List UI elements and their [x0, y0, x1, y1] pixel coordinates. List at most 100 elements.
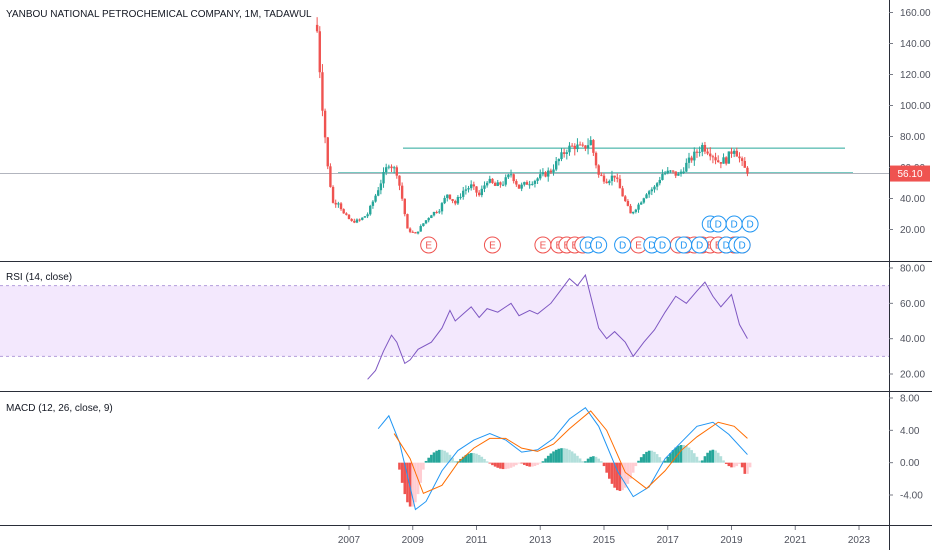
candle-body [568, 145, 571, 153]
candle-body [738, 156, 741, 159]
x-tick-label: 2013 [529, 535, 552, 546]
candle-body [578, 144, 582, 146]
price-y-tick-label: 80.00 [900, 132, 925, 143]
price-badge [890, 165, 930, 182]
candle-body [440, 203, 444, 212]
candle-body [491, 178, 494, 183]
macd-histogram-bar [568, 449, 571, 463]
macd-histogram-bar [698, 460, 701, 463]
candle-body [382, 172, 385, 184]
candle-body [361, 217, 364, 220]
macd-histogram-bar [440, 449, 444, 463]
dividend-marker-label: D [680, 241, 687, 252]
macd-histogram-bar [549, 453, 553, 463]
candle-body [698, 151, 701, 153]
macd-histogram-bar [746, 462, 749, 474]
candle-body [459, 196, 462, 198]
earnings-marker [483, 236, 501, 254]
macd-histogram-bar [613, 462, 616, 488]
candle-body [318, 31, 321, 73]
macd-histogram-bar [714, 450, 717, 463]
macd-histogram-bar [642, 454, 646, 463]
candle-body [499, 182, 502, 185]
candle-body [477, 192, 481, 196]
candle-body [592, 140, 595, 153]
macd-histogram-bar [732, 462, 736, 468]
macd-histogram-bar [467, 453, 470, 463]
candle-body [496, 182, 499, 186]
candle-body [422, 223, 425, 227]
candle-body [392, 167, 396, 169]
candle-body [384, 167, 388, 173]
macd-histogram-bar [663, 460, 667, 463]
dividend-marker-label: D [659, 241, 666, 252]
candle-body [560, 152, 563, 160]
dividend-marker [590, 236, 608, 254]
macd-histogram-bar [538, 462, 542, 464]
macd-histogram-bar [639, 457, 643, 463]
macd-y-tick-label: 4.00 [900, 426, 920, 437]
macd-histogram-bar [491, 462, 494, 466]
macd-histogram-bar [411, 462, 415, 507]
candle-body [419, 226, 422, 232]
candle-body [533, 180, 537, 184]
candle-body [743, 160, 746, 168]
macd-histogram-bar [515, 462, 518, 466]
macd-histogram-bar [432, 452, 436, 463]
macd-y-tick-label: -4.00 [900, 491, 923, 502]
candle-body [549, 170, 553, 173]
candle-body [621, 188, 624, 197]
candle-body [427, 218, 430, 221]
macd-histogram-bar [438, 449, 441, 463]
macd-histogram-bar [541, 461, 545, 463]
candle-body [703, 144, 707, 152]
macd-histogram-bar [578, 458, 582, 463]
macd-histogram-bar [565, 448, 569, 463]
candle-body [353, 220, 356, 223]
candle-body [634, 209, 638, 212]
candle-body [342, 209, 345, 214]
candle-body [727, 151, 731, 164]
candle-body [624, 196, 627, 201]
macd-histogram-bar [653, 451, 656, 463]
macd-histogram-bar [724, 462, 728, 464]
candle-body [570, 145, 574, 147]
candle-body [597, 165, 600, 175]
earnings-marker-label: E [540, 241, 547, 252]
macd-histogram-bar [552, 451, 555, 463]
macd-histogram-bar [493, 462, 497, 467]
rsi-y-tick-label: 40.00 [900, 334, 925, 345]
candle-body [701, 144, 704, 152]
candle-body [485, 182, 489, 186]
candle-body [337, 203, 340, 205]
dividend-marker-label: D [595, 241, 602, 252]
candle-body [645, 194, 648, 199]
macd-histogram-bar [536, 462, 539, 465]
candle-body [661, 173, 664, 180]
macd-histogram-bar [748, 462, 752, 468]
candle-body [369, 205, 372, 215]
candle-body [334, 202, 337, 205]
candle-body [358, 219, 361, 221]
candle-body [520, 184, 523, 189]
macd-histogram-bar [610, 462, 614, 484]
macd-histogram-bar [472, 453, 476, 463]
macd-histogram-bar [485, 461, 489, 463]
candle-body [552, 169, 555, 173]
macd-histogram-bar [504, 462, 508, 470]
candle-body [735, 150, 739, 157]
macd-histogram-bar [605, 462, 608, 473]
macd-histogram-bar [576, 455, 579, 463]
macd-title: MACD (12, 26, close, 9) [6, 403, 113, 414]
candle-body [602, 175, 606, 182]
candle-body [400, 185, 404, 199]
macd-histogram-bar [708, 450, 712, 463]
candle-body [507, 174, 510, 178]
macd-histogram-bar [650, 450, 654, 463]
candle-body [475, 186, 478, 193]
macd-histogram-bar [469, 453, 473, 463]
candle-body [554, 161, 558, 170]
dividend-marker-label: D [619, 241, 626, 252]
